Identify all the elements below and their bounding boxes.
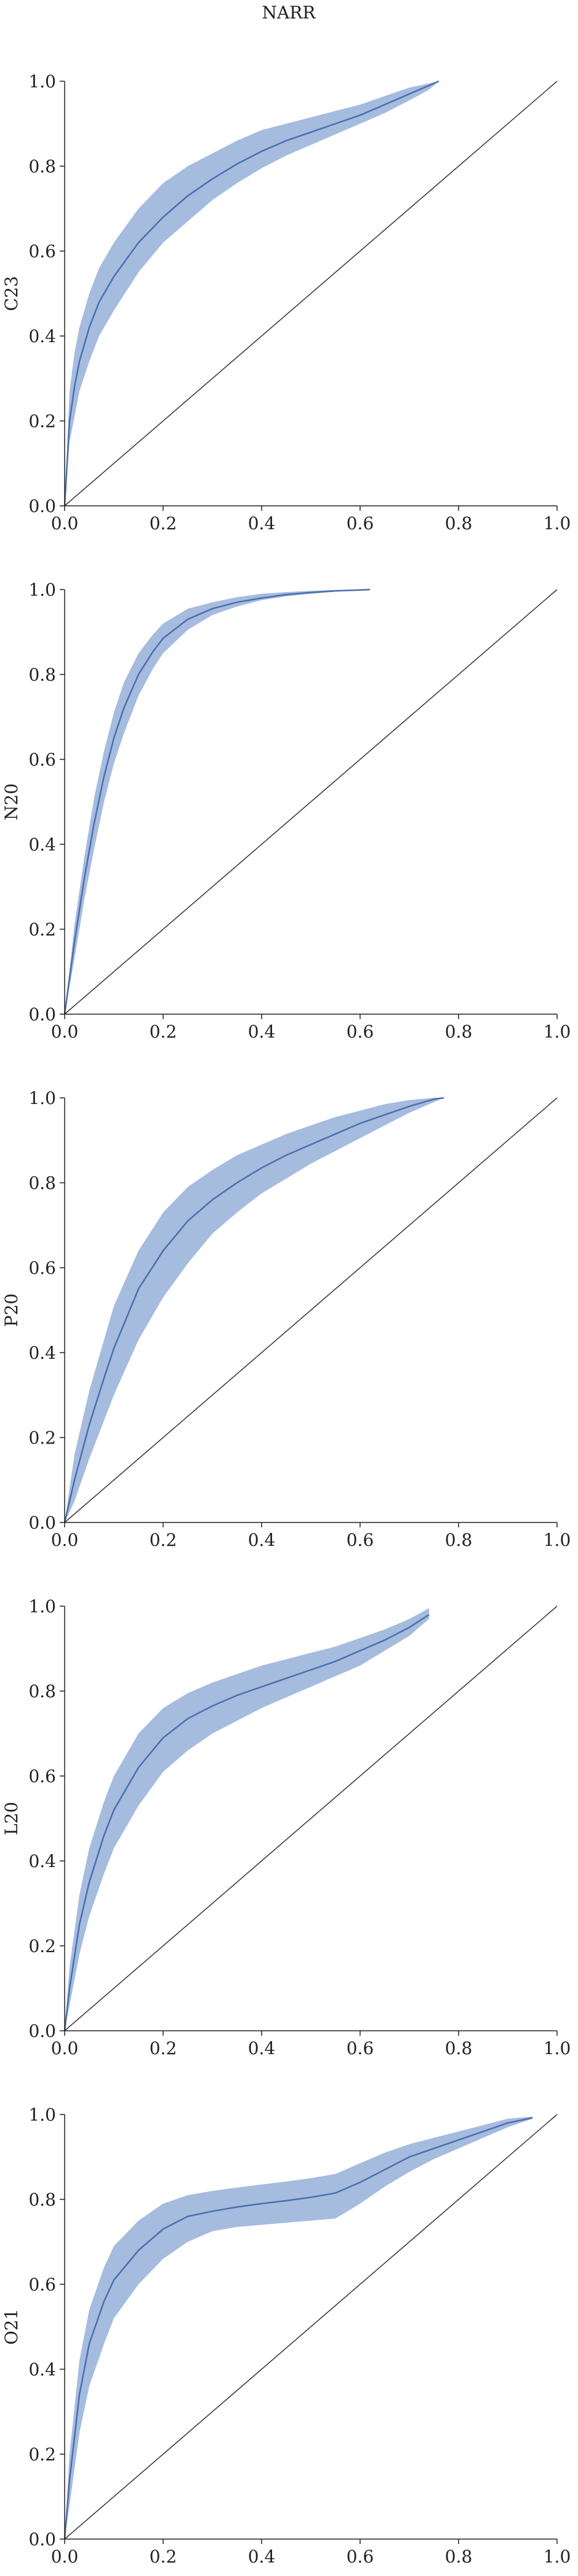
x-tick-label: 0.4 [248,1530,276,1550]
x-tick-label: 0.4 [248,513,276,534]
mean-line [63,80,440,506]
y-tick-label: 0.6 [28,1766,56,1786]
y-tick-label: 0.8 [28,665,56,685]
x-tick-label: 0.4 [248,2546,276,2567]
y-tick-label: 0.2 [28,1428,56,1448]
y-tick-label: 0.4 [28,834,56,855]
y-tick-label: 0.6 [28,2274,56,2295]
y-axis-label: P20 [1,1294,22,1327]
x-tick-label: 0.8 [445,2546,473,2567]
y-tick-label: 0.6 [28,750,56,770]
mean-line [63,588,371,1015]
figure-title: NARR [262,2,316,23]
diagonal-reference-line [64,2114,558,2540]
y-tick-label: 0.4 [28,326,56,346]
diagonal-reference-line [64,1097,558,1523]
diagonal-reference-line [64,589,558,1015]
diagonal-reference-line [64,1606,558,2031]
confidence-band [65,1098,444,1522]
x-tick-label: 1.0 [544,1530,571,1550]
y-tick-label: 0.4 [28,1851,56,1871]
y-tick-label: 0.4 [28,1343,56,1363]
panel-l20: 0.0 0.2 0.4 0.6 0.8 1.0 0.0 0.2 0.4 0.6 0.8 1.0 L20 [1,1596,571,2058]
x-tick-label: 1.0 [544,2546,571,2567]
y-tick-label: 0.0 [28,2021,56,2041]
y-tick-label: 0.2 [28,919,56,940]
y-tick-label: 0.0 [28,496,56,516]
x-tick-label: 0.8 [445,2038,473,2058]
y-tick-label: 0.2 [28,2444,56,2465]
y-tick-label: 0.2 [28,1936,56,1956]
y-tick-label: 0.0 [28,1513,56,1533]
y-tick-label: 1.0 [28,71,56,92]
mean-line [63,2117,533,2540]
x-tick-label: 1.0 [544,2038,571,2058]
x-tick-label: 0.2 [150,2038,177,2058]
y-tick-label: 1.0 [28,580,56,600]
x-tick-label: 1.0 [544,1022,571,1042]
y-tick-label: 0.0 [28,1004,56,1025]
mean-line [63,1614,430,2031]
x-tick-label: 0.6 [347,513,374,534]
confidence-band [65,590,370,1014]
x-tick-label: 0.4 [248,1022,276,1042]
y-tick-label: 1.0 [28,1596,56,1617]
x-tick-label: 0.0 [51,1530,79,1550]
panel-p20: 0.0 0.2 0.4 0.6 0.8 1.0 0.0 0.2 0.4 0.6 0.8 1.0 P20 [1,1088,571,1550]
x-tick-label: 0.6 [347,1022,374,1042]
panel-o21: 0.0 0.2 0.4 0.6 0.8 1.0 0.0 0.2 0.4 0.6 0.8 1.0 O21 [1,2105,571,2567]
x-tick-label: 0.0 [51,2546,79,2567]
x-tick-label: 0.0 [51,1022,79,1042]
panel-c23: 0.0 0.2 0.4 0.6 0.8 1.0 0.0 0.2 0.4 0.6 0.8 1.0 C23 [1,71,571,534]
y-tick-label: 0.0 [28,2529,56,2550]
y-tick-label: 0.8 [28,2190,56,2210]
y-tick-label: 0.8 [28,1173,56,1193]
y-tick-label: 0.6 [28,241,56,262]
x-tick-label: 0.0 [51,513,79,534]
y-tick-label: 0.6 [28,1258,56,1278]
x-tick-label: 0.2 [150,2546,177,2567]
diagonal-reference-line [64,81,558,506]
y-axis-label: O21 [1,2309,22,2345]
y-tick-label: 0.4 [28,2359,56,2380]
x-tick-label: 0.8 [445,513,473,534]
confidence-band [65,81,439,506]
panel-n20: 0.0 0.2 0.4 0.6 0.8 1.0 0.0 0.2 0.4 0.6 0.8 1.0 N20 [1,580,571,1042]
x-tick-label: 0.0 [51,2038,79,2058]
x-tick-label: 0.6 [347,2546,374,2567]
confidence-band [65,2116,532,2539]
panels: 0.00.20.40.60.81.00.0 0.2 0.4 0.6 0.8 1.0C230… [1,71,571,2567]
x-tick-label: 0.2 [150,1530,177,1550]
y-tick-label: 0.2 [28,411,56,431]
y-tick-label: 0.8 [28,156,56,177]
y-axis-label: L20 [1,1802,22,1835]
x-tick-label: 0.4 [248,2038,276,2058]
x-tick-label: 0.6 [347,2038,374,2058]
x-tick-label: 1.0 [544,513,571,534]
y-tick-label: 1.0 [28,1088,56,1108]
mean-line [63,1097,444,1523]
x-tick-label: 0.2 [150,513,177,534]
y-axis-label: C23 [1,276,22,311]
y-axis-label: N20 [1,783,22,820]
confidence-band [65,1608,429,2031]
x-tick-label: 0.6 [347,1530,374,1550]
x-tick-label: 0.8 [445,1530,473,1550]
x-tick-label: 0.2 [150,1022,177,1042]
y-tick-label: 1.0 [28,2105,56,2125]
y-tick-label: 0.8 [28,1681,56,1702]
x-tick-label: 0.8 [445,1022,473,1042]
